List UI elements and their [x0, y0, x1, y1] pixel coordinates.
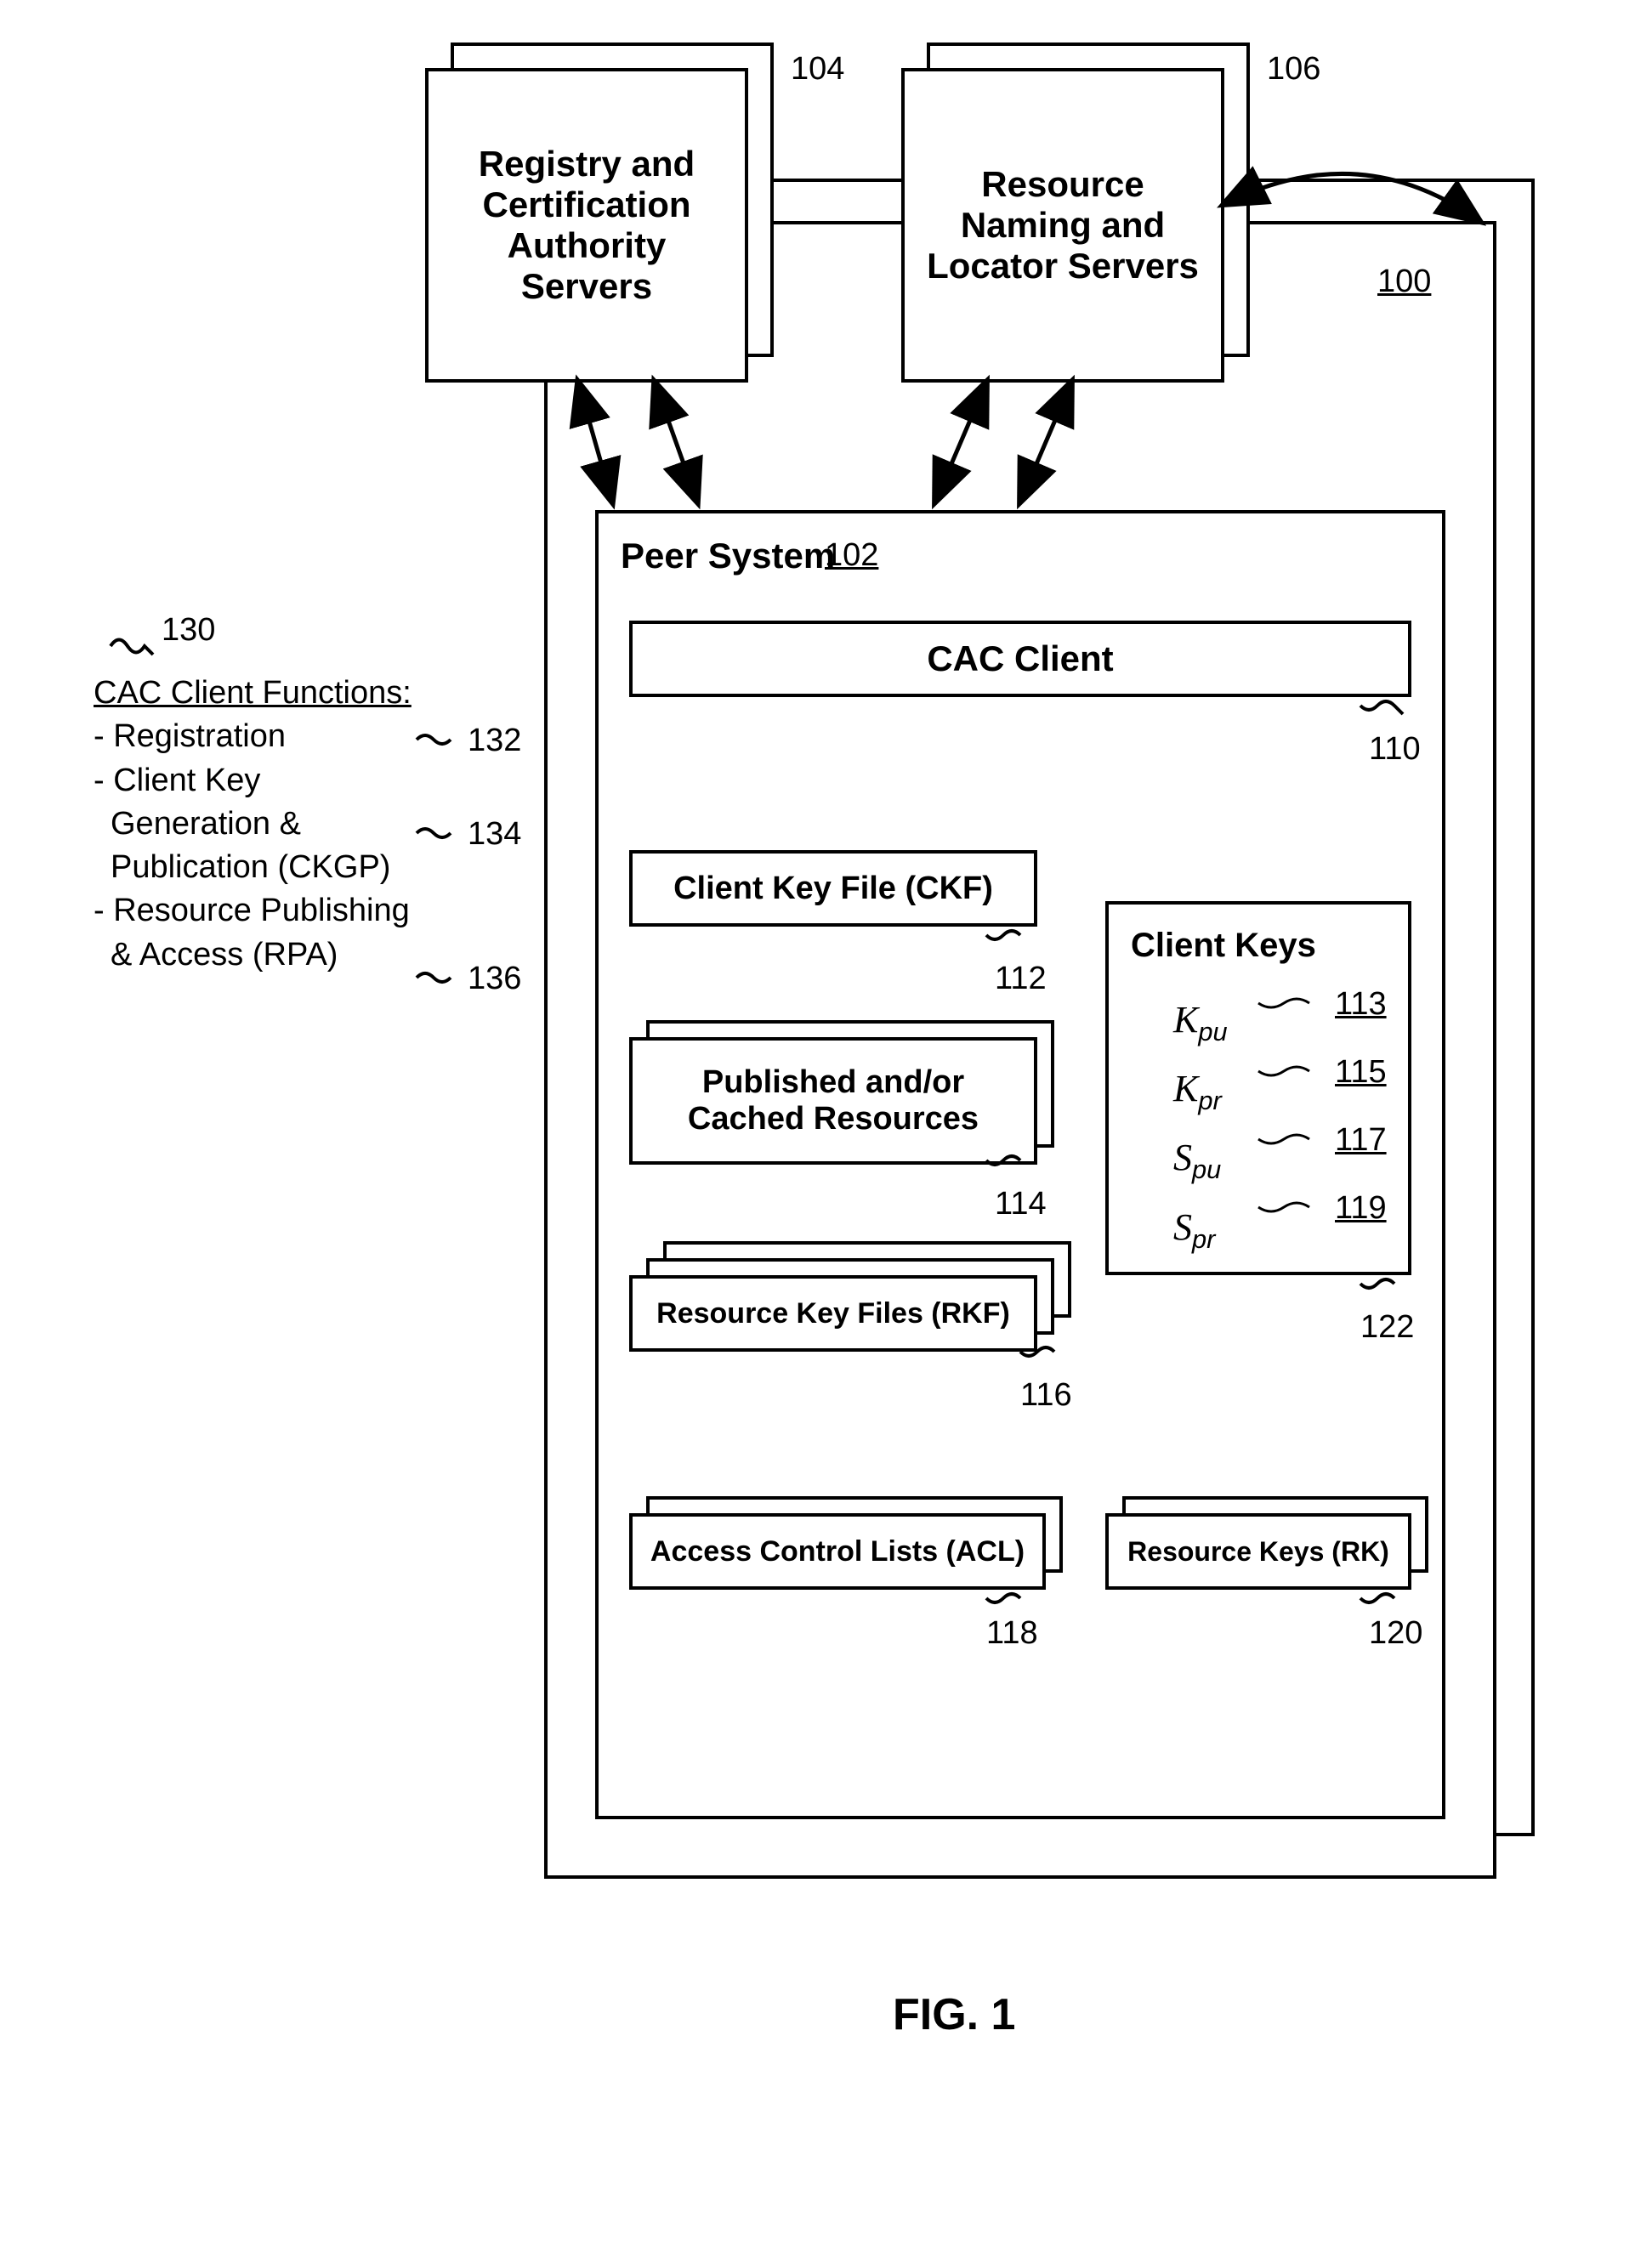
- ref-102: 102: [825, 537, 878, 574]
- cac-box: CAC Client: [629, 621, 1411, 697]
- cac-label: CAC Client: [927, 638, 1113, 679]
- key-spu: Spu: [1173, 1124, 1228, 1193]
- ref-136: 136: [468, 961, 521, 997]
- key-kpr: Kpr: [1173, 1055, 1228, 1124]
- ref-100: 100: [1377, 264, 1431, 300]
- client-keys-list: Kpu Kpr Spu Spr: [1173, 986, 1228, 1262]
- resources-label: Published and/or Cached Resources: [641, 1064, 1025, 1137]
- resources-box: Published and/or Cached Resources: [629, 1037, 1037, 1165]
- ref-115: 115: [1335, 1054, 1387, 1091]
- ref-114: 114: [995, 1186, 1047, 1222]
- registry-box: Registry and Certification Authority Ser…: [425, 68, 748, 383]
- cac-func-line-5: & Access (RPA): [94, 933, 519, 977]
- rk-box: Resource Keys (RK): [1105, 1513, 1411, 1590]
- rk-label: Resource Keys (RK): [1127, 1536, 1389, 1568]
- registry-label: Registry and Certification Authority Ser…: [446, 144, 728, 307]
- ref-116: 116: [1020, 1377, 1072, 1414]
- cac-func-line-1: - Client Key: [94, 759, 519, 803]
- rkf-box: Resource Key Files (RKF): [629, 1275, 1037, 1352]
- ref-134: 134: [468, 816, 521, 853]
- cac-func-line-0: - Registration: [94, 715, 519, 758]
- client-keys-title: Client Keys: [1131, 927, 1316, 965]
- ref-122: 122: [1360, 1309, 1414, 1346]
- ref-130: 130: [162, 612, 215, 649]
- ref-132: 132: [468, 723, 521, 759]
- key-spr: Spr: [1173, 1194, 1228, 1262]
- acl-label: Access Control Lists (ACL): [650, 1535, 1025, 1568]
- ref-112: 112: [995, 961, 1047, 997]
- ref-110: 110: [1369, 731, 1421, 768]
- ref-120: 120: [1369, 1615, 1422, 1652]
- rkf-label: Resource Key Files (RKF): [656, 1297, 1010, 1330]
- locator-label: Resource Naming and Locator Servers: [922, 164, 1204, 286]
- ckf-label: Client Key File (CKF): [673, 871, 993, 907]
- ref-118: 118: [986, 1615, 1038, 1652]
- ref-117: 117: [1335, 1122, 1387, 1159]
- figure-label: FIG. 1: [893, 1989, 1015, 2040]
- cac-functions-title: CAC Client Functions:: [94, 672, 519, 715]
- cac-func-line-4: - Resource Publishing: [94, 889, 519, 933]
- cac-func-line-3: Publication (CKGP): [94, 846, 519, 889]
- ref-119: 119: [1335, 1190, 1387, 1227]
- key-kpu: Kpu: [1173, 986, 1228, 1055]
- acl-box: Access Control Lists (ACL): [629, 1513, 1046, 1590]
- cac-functions: CAC Client Functions: - Registration - C…: [94, 672, 519, 977]
- ref-104: 104: [791, 51, 844, 88]
- ref-106: 106: [1267, 51, 1320, 88]
- locator-box: Resource Naming and Locator Servers: [901, 68, 1224, 383]
- peer-label: Peer System: [621, 536, 835, 576]
- cac-func-line-2: Generation &: [94, 803, 519, 846]
- ckf-box: Client Key File (CKF): [629, 850, 1037, 927]
- ref-113: 113: [1335, 986, 1387, 1023]
